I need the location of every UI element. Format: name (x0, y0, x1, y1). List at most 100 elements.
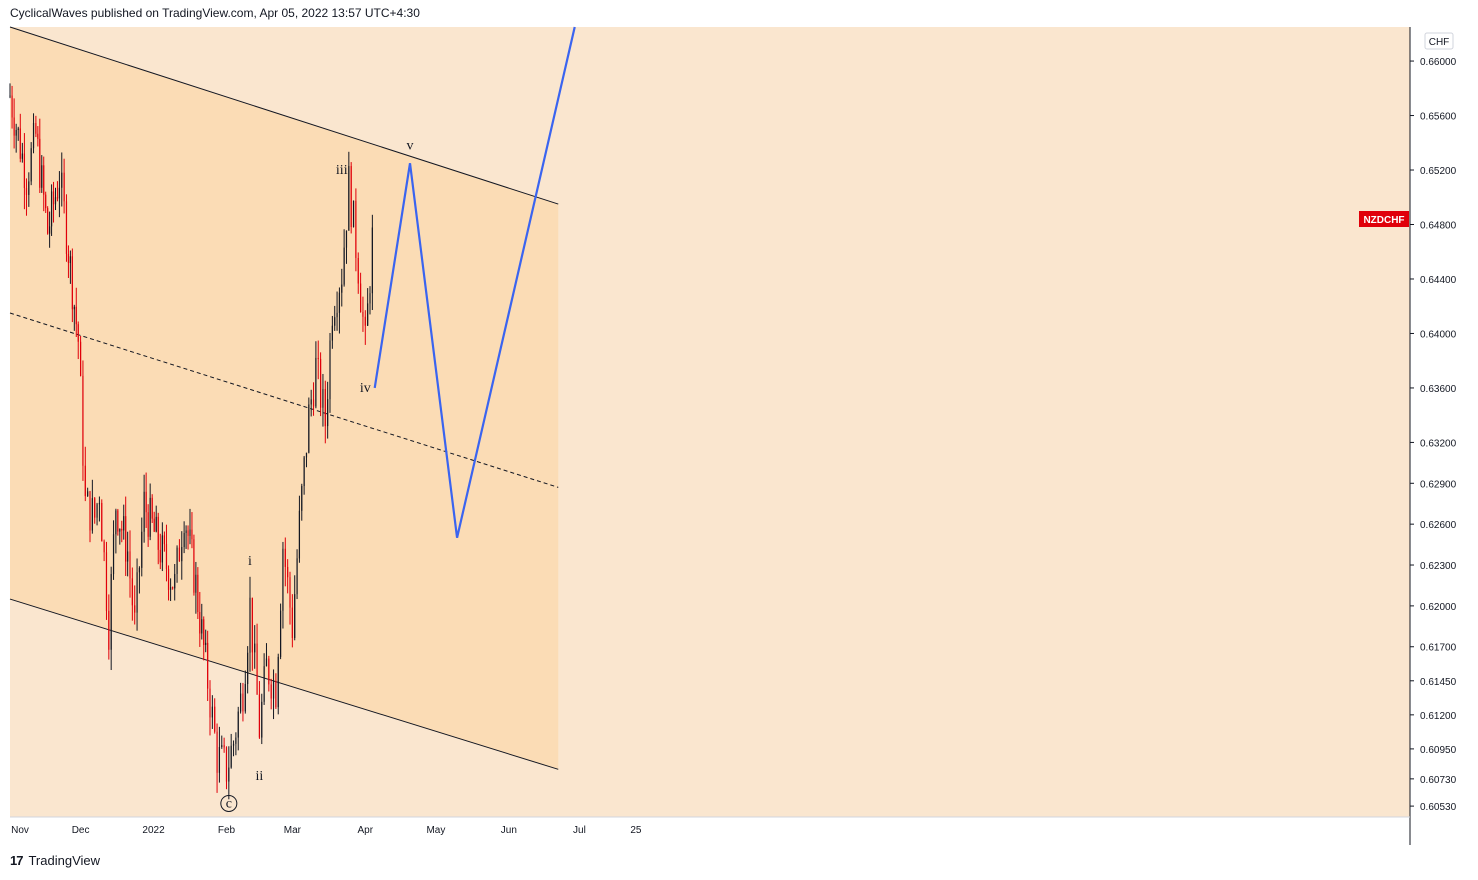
candle-body (199, 612, 201, 634)
wave-label: v (407, 139, 414, 154)
candle-body (13, 117, 15, 136)
channel-middle-line[interactable] (9, 312, 559, 488)
y-tick-label: 0.62900 (1420, 479, 1457, 490)
candle-body (322, 389, 324, 408)
x-tick-label: Jun (501, 825, 517, 836)
candle-body (218, 747, 221, 773)
candle-body (105, 552, 108, 611)
price-axis[interactable]: 0.66000 0.65600 0.65200 0.64800 0.64400 0.640… (1410, 57, 1457, 813)
channel-lower-line[interactable] (9, 598, 559, 770)
candle-body (183, 532, 185, 548)
candle-body (176, 547, 178, 574)
candle-body (39, 138, 41, 188)
candle-body (289, 577, 291, 608)
currency-box[interactable] (1424, 32, 1454, 50)
candle-body (348, 166, 350, 231)
candle-body (272, 680, 275, 699)
candle-body (308, 404, 310, 453)
candle-body (237, 711, 239, 738)
candle-body (159, 549, 161, 563)
x-tick-label: Jul (573, 825, 586, 836)
candle-body (251, 597, 253, 653)
candle-body (343, 247, 345, 285)
candle-body (58, 187, 61, 199)
candle-body (143, 491, 145, 532)
candle-body (61, 172, 63, 188)
candle-body (336, 312, 338, 318)
candle-body (155, 516, 157, 532)
candle-body (287, 566, 289, 578)
wave-label: iii (336, 163, 348, 178)
candle-body (136, 572, 138, 613)
candle-body (189, 529, 191, 536)
candle-body (214, 706, 216, 732)
candle-body (161, 535, 163, 563)
candle-body (279, 610, 282, 657)
candle-body (203, 619, 205, 645)
projection-path[interactable] (373, 26, 576, 539)
candle-body (35, 123, 37, 134)
candle-body (153, 518, 155, 532)
candle-body (303, 457, 305, 487)
candle-body (277, 656, 279, 708)
candle-body (63, 172, 65, 202)
candle-body (239, 693, 242, 712)
y-tick-label: 0.65600 (1420, 112, 1457, 123)
candle-body (82, 375, 84, 466)
candle-body (235, 737, 237, 744)
channel-upper-line[interactable] (9, 26, 559, 205)
candle-body (127, 551, 129, 562)
candle-body (364, 316, 366, 326)
candles-group (9, 83, 373, 800)
candle-body (167, 568, 170, 590)
y-tick-label: 0.62300 (1420, 561, 1457, 572)
candle-body (11, 95, 13, 118)
candle-body (19, 128, 21, 159)
footer-brand[interactable]: 17 TradingView (10, 853, 100, 868)
candle-body (50, 191, 53, 227)
y-tick-label: 0.64800 (1420, 221, 1457, 232)
y-tick-label: 0.61700 (1420, 643, 1457, 654)
candle-body (223, 745, 225, 748)
candle-body (145, 491, 147, 513)
candle-body (357, 257, 359, 284)
candle-body (296, 558, 298, 595)
candle-body (77, 324, 79, 342)
candle-body (103, 541, 105, 553)
candle-body (98, 502, 101, 505)
wave-label: iv (360, 381, 371, 396)
candle-body (21, 153, 23, 159)
candle-body (242, 693, 244, 712)
publish-info: CyclicalWaves published on TradingView.c… (10, 6, 420, 20)
candle-body (324, 389, 326, 427)
wave-label: i (248, 554, 252, 569)
channel-fill (10, 27, 559, 770)
candle-body (254, 643, 256, 653)
x-tick-label: Feb (218, 825, 236, 836)
candle-body (327, 399, 329, 427)
candle-body (284, 548, 286, 567)
time-axis[interactable]: Nov Dec 2022 Feb Mar Apr May Jun Jul 25 (11, 825, 642, 836)
candle-body (163, 535, 166, 545)
candle-body (101, 502, 103, 542)
candle-body (110, 574, 112, 650)
candle-body (169, 587, 172, 590)
candle-body (17, 128, 19, 131)
candle-body (56, 197, 59, 199)
y-tick-label: 0.60730 (1420, 775, 1457, 786)
candle-body (350, 166, 352, 228)
candle-body (121, 528, 123, 531)
candle-body (205, 642, 207, 645)
candle-body (305, 452, 308, 458)
candle-body (225, 747, 228, 782)
candle-body (151, 497, 153, 519)
candle-body (157, 516, 159, 550)
candle-body (75, 306, 77, 325)
candle-body (172, 587, 174, 589)
candle-body (207, 642, 209, 689)
candle-body (32, 123, 35, 149)
price-tag (1359, 211, 1409, 227)
candle-body (201, 619, 203, 634)
y-tick-label: 0.64000 (1420, 329, 1457, 340)
